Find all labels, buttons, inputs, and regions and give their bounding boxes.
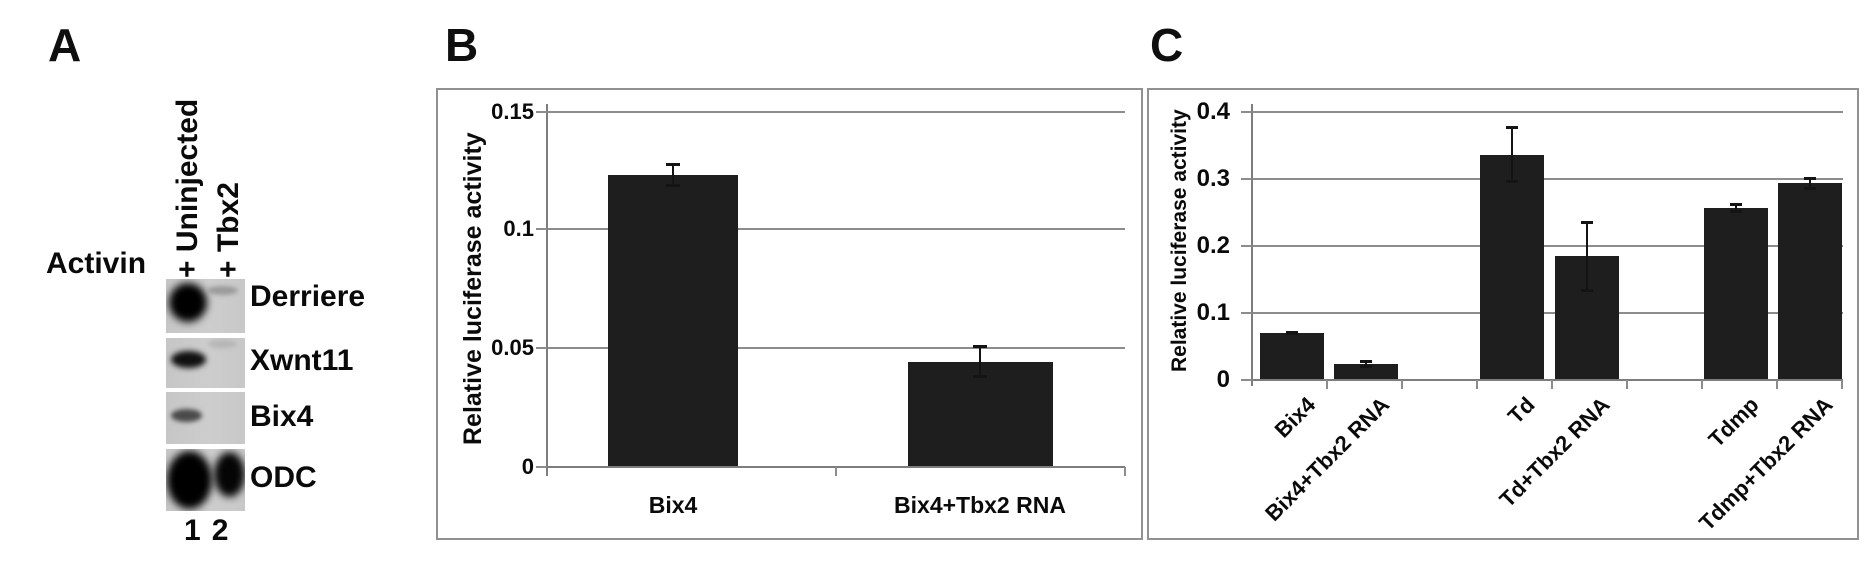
panel-c-ytick [1241,312,1252,314]
panel-b-gridline-0.10 [547,228,1125,230]
panel-b-ytick [536,347,547,349]
panel-c-ytick-label: 0 [1216,366,1230,393]
bar-c-bix4-tbx2 [1334,363,1398,379]
errorbar-b-bix4-tbx2 [973,345,987,379]
panel-c-xtick [1476,380,1478,389]
bar-b-bix4-tbx2 [908,361,1053,466]
panel-b-gridline-0.15 [547,111,1125,113]
panel-c-xtick [1401,380,1403,389]
panel-b-xlabel-bix4: Bix4 [648,492,698,518]
panel-c-ytick-label: 0.1 [1196,299,1230,326]
panel-b-gridline-0.05 [547,347,1125,349]
band-derriere-lane1 [169,283,207,322]
blot-box-odc [166,449,245,511]
panel-b-y-axis [546,104,548,476]
panel-c-xtick [1626,380,1628,389]
panel-c-gridline-0.3 [1252,178,1843,180]
panel-c-gridline-0.2 [1252,245,1843,247]
panel-c-xtick [1841,380,1843,389]
panel-b-frame [436,88,1143,540]
panel-b-ytick-label: 0.15 [491,99,534,124]
lane-number-2: 2 [211,514,229,547]
band-odc-lane1 [167,451,212,509]
lane-numbers: 1 2 [184,514,228,548]
band-xwnt11-lane2 [208,340,237,348]
band-derriere-lane2 [207,286,238,295]
bar-c-bix4 [1260,333,1324,379]
panel-b-ytick-label: 0 [521,454,534,479]
errorbar-c-bix4-tbx2 [1360,359,1372,368]
lane-label-uninjected: + Uninjected [171,98,204,278]
panel-b-letter: B [445,19,479,71]
errorbar-c-bix4 [1286,331,1298,336]
bar-c-td [1480,154,1544,379]
panel-c-ytick-label: 0.3 [1196,165,1230,192]
blot-box-derriere [166,279,245,333]
panel-b-y-axis-title: Relative luciferase activity [459,132,487,445]
panel-c-xtick [1551,380,1553,389]
panel-c-ytick [1241,111,1252,113]
probe-label-bix4: Bix4 [250,400,314,433]
panel-c-y-axis [1251,104,1253,386]
errorbar-b-bix4 [666,163,680,187]
bar-b-bix4 [608,174,738,466]
band-bix4-lane1 [171,409,202,422]
panel-c-letter: C [1150,19,1184,71]
lane-label-tbx2: + Tbx2 [212,182,245,278]
panel-a-letter: A [48,19,82,71]
panel-c-x-axis [1252,379,1843,381]
panel-c-y-axis-title: Relative luciferase activity [1168,109,1191,372]
probe-label-xwnt11: Xwnt11 [250,344,354,377]
treatment-label: Activin [46,247,147,280]
panel-b-ytick [536,228,547,230]
panel-b-ytick-label: 0.1 [503,216,534,241]
probe-label-odc: ODC [250,461,317,494]
panel-c-ytick [1241,379,1252,381]
probe-label-derriere: Derriere [250,280,366,313]
blot-box-xwnt11 [166,338,245,388]
blot-box-bix4 [166,392,245,444]
panel-c-xtick [1326,380,1328,389]
panel-b-xtick [835,467,837,476]
panel-c-gridline-0.1 [1252,312,1843,314]
panel-c-xtick [1701,380,1703,389]
panel-c-ytick-label: 0.2 [1196,232,1230,259]
errorbar-c-td-tbx2 [1581,220,1593,292]
bar-c-tdmp [1704,208,1768,379]
lane-number-1: 1 [184,514,201,547]
panel-c-ytick [1241,178,1252,180]
panel-b-ytick [536,466,547,468]
panel-c-ytick [1241,245,1252,247]
panel-c-ytick-label: 0.4 [1196,98,1230,125]
panel-c-xtick [1776,380,1778,389]
panel-c-gridline-0.4 [1252,111,1843,113]
band-odc-lane2 [214,452,245,497]
panel-b-xlabel-bix4-tbx2: Bix4+Tbx2 RNA [894,492,1066,518]
errorbar-c-tdmp [1730,203,1742,213]
panel-b-ytick-label: 0.05 [491,335,534,360]
bar-c-tdmp-tbx2 [1778,183,1842,379]
band-xwnt11-lane1 [171,351,206,368]
panel-b-ytick [536,111,547,113]
errorbar-c-td [1506,126,1518,183]
errorbar-c-tdmp-tbx2 [1804,176,1816,191]
panel-b-xtick [1124,467,1126,476]
